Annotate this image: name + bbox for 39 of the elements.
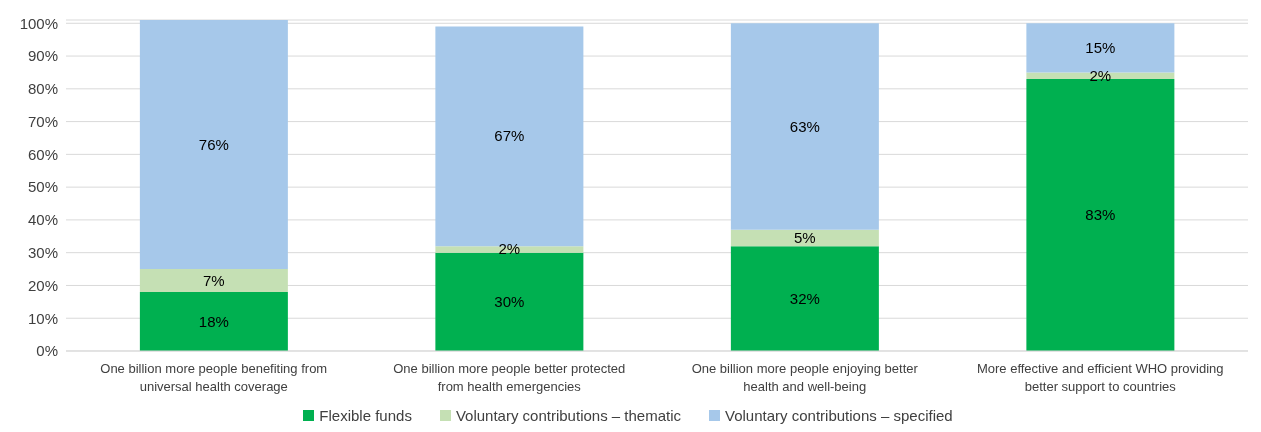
data-label: 30% [494, 292, 525, 310]
data-label: 18% [198, 312, 229, 330]
bar [730, 23, 879, 230]
y-tick-label: 30% [27, 244, 58, 262]
bar [139, 20, 288, 270]
y-tick-label: 70% [27, 112, 58, 130]
data-label: 76% [198, 135, 229, 153]
bar [730, 229, 879, 247]
y-tick-label: 100% [19, 14, 58, 32]
bar [435, 252, 584, 351]
bar [1026, 23, 1175, 73]
data-label: 83% [1085, 206, 1116, 223]
data-label: 63% [789, 117, 820, 135]
bar [1026, 72, 1175, 79]
y-tick-label: 60% [27, 145, 58, 163]
legend-label: Voluntary contributions – thematic [455, 407, 682, 424]
y-tick-label: 20% [27, 276, 58, 294]
data-label: 67% [494, 127, 525, 145]
bar [435, 246, 584, 253]
x-tick-label: One billion more people better protected from health emergencies [393, 361, 626, 394]
x-tick-label: More effective and efficient WHO providing better support to countries [976, 361, 1224, 394]
x-tick-label: One billion more people benefiting from universal health coverage [100, 361, 328, 394]
data-label: 5% [794, 228, 816, 246]
data-label: 7% [203, 271, 225, 289]
legend-label: Flexible funds [319, 407, 412, 424]
y-tick-label: 90% [27, 47, 58, 65]
y-tick-label: 0% [36, 342, 58, 360]
y-tick-label: 40% [27, 211, 58, 229]
x-tick-label: One billion more people enjoying better health and well-being [691, 361, 919, 394]
bar [730, 246, 879, 351]
legend-label: Voluntary contributions – specified [725, 407, 953, 424]
y-tick-label: 80% [27, 80, 58, 98]
bar [139, 292, 288, 351]
bar [139, 269, 288, 293]
y-tick-label: 50% [27, 178, 58, 196]
data-label: 32% [789, 289, 820, 307]
data-label: 2% [498, 240, 521, 258]
data-label: 15% [1085, 38, 1116, 56]
y-tick-label: 10% [27, 309, 58, 327]
